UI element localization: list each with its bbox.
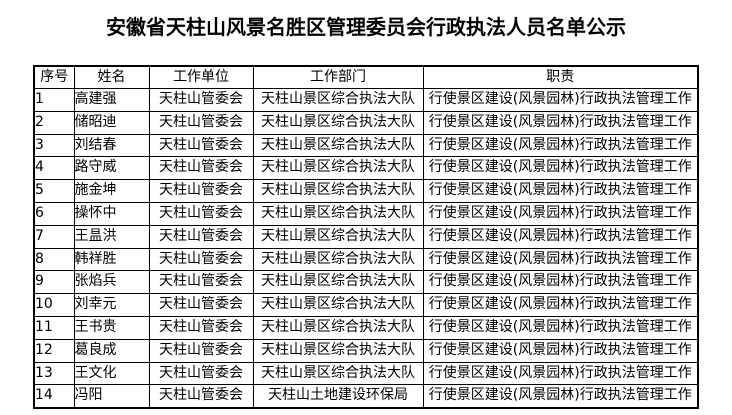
name-cell: 施金坤 — [73, 179, 150, 203]
row-index-cell: 10 — [33, 293, 75, 317]
duty-cell: 行使景区建设(风景园林)行政执法管理工作 — [422, 201, 699, 226]
name-cell: 冯阳 — [73, 384, 150, 409]
work-unit-cell: 天柱山管委会 — [148, 133, 254, 158]
department-cell: 天柱山景区综合执法大队 — [252, 247, 424, 272]
table-row: 1 高建强 天柱山管委会 天柱山景区综合执法大队 行使景区建设(风景园林)行政执法管理工… — [33, 88, 699, 112]
department-cell: 天柱山景区综合执法大队 — [252, 88, 424, 112]
work-unit-cell: 天柱山管委会 — [148, 270, 254, 295]
duty-cell: 行使景区建设(风景园林)行政执法管理工作 — [422, 384, 699, 409]
work-unit-cell: 天柱山管委会 — [148, 247, 254, 272]
row-index-cell: 11 — [33, 315, 75, 340]
row-index-cell: 13 — [33, 361, 75, 386]
name-cell: 王文化 — [73, 361, 150, 386]
document-title: 安徽省天柱山风景名胜区管理委员会行政执法人员名单公示 — [106, 15, 626, 39]
table-row: 10 刘幸元 天柱山管委会 天柱山景区综合执法大队 行使景区建设(风景园林)行政执法管理… — [33, 293, 699, 317]
name-cell: 操怀中 — [73, 201, 150, 226]
name-cell: 路守威 — [73, 156, 150, 181]
duty-cell: 行使景区建设(风景园林)行政执法管理工作 — [422, 338, 699, 363]
row-index-cell: 1 — [33, 88, 75, 112]
department-cell: 天柱山景区综合执法大队 — [252, 110, 424, 135]
name-cell: 储昭迪 — [73, 110, 150, 135]
work-unit-cell: 天柱山管委会 — [148, 110, 254, 135]
row-index-cell: 7 — [33, 224, 75, 249]
work-unit-cell: 天柱山管委会 — [148, 179, 254, 203]
duty-cell: 行使景区建设(风景园林)行政执法管理工作 — [422, 110, 699, 135]
table-row: 13 王文化 天柱山管委会 天柱山景区综合执法大队 行使景区建设(风景园林)行政执法管理… — [33, 361, 699, 386]
row-index-cell: 8 — [33, 247, 75, 272]
department-cell: 天柱山景区综合执法大队 — [252, 270, 424, 295]
table-row: 6 操怀中 天柱山管委会 天柱山景区综合执法大队 行使景区建设(风景园林)行政执法管理工… — [33, 201, 699, 226]
table-row: 12 葛良成 天柱山管委会 天柱山景区综合执法大队 行使景区建设(风景园林)行政执法管理… — [33, 338, 699, 363]
department-cell: 天柱山景区综合执法大队 — [252, 156, 424, 181]
name-cell: 张焰兵 — [73, 270, 150, 295]
table-row: 11 王书贵 天柱山管委会 天柱山景区综合执法大队 行使景区建设(风景园林)行政执法管理… — [33, 315, 699, 340]
work-unit-cell: 天柱山管委会 — [148, 361, 254, 386]
work-unit-cell: 天柱山管委会 — [148, 88, 254, 112]
work-unit-cell: 天柱山管委会 — [148, 338, 254, 363]
column-header-duty: 职责 — [422, 65, 699, 89]
row-index-cell: 4 — [33, 156, 75, 181]
duty-cell: 行使景区建设(风景园林)行政执法管理工作 — [422, 156, 699, 181]
row-index-cell: 6 — [33, 201, 75, 226]
name-cell: 葛良成 — [73, 338, 150, 363]
work-unit-cell: 天柱山管委会 — [148, 156, 254, 181]
name-cell: 韩祥胜 — [73, 247, 150, 272]
duty-cell: 行使景区建设(风景园林)行政执法管理工作 — [422, 247, 699, 272]
department-cell: 天柱山景区综合执法大队 — [252, 293, 424, 317]
department-cell: 天柱山景区综合执法大队 — [252, 133, 424, 158]
table-row: 14 冯阳 天柱山管委会 天柱山土地建设环保局 行使景区建设(风景园林)行政执法管理工作 — [33, 384, 699, 409]
name-cell: 王书贵 — [73, 315, 150, 340]
duty-cell: 行使景区建设(风景园林)行政执法管理工作 — [422, 179, 699, 203]
duty-cell: 行使景区建设(风景园林)行政执法管理工作 — [422, 88, 699, 112]
work-unit-cell: 天柱山管委会 — [148, 384, 254, 409]
table-row: 5 施金坤 天柱山管委会 天柱山景区综合执法大队 行使景区建设(风景园林)行政执法管理工… — [33, 179, 699, 203]
row-index-cell: 2 — [33, 110, 75, 135]
duty-cell: 行使景区建设(风景园林)行政执法管理工作 — [422, 361, 699, 386]
department-cell: 天柱山景区综合执法大队 — [252, 201, 424, 226]
column-header-department: 工作部门 — [252, 65, 424, 89]
table-header-row: 序号 姓名 工作单位 工作部门 职责 — [33, 65, 699, 89]
work-unit-cell: 天柱山管委会 — [148, 293, 254, 317]
table-row: 3 刘结春 天柱山管委会 天柱山景区综合执法大队 行使景区建设(风景园林)行政执法管理工… — [33, 133, 699, 158]
row-index-cell: 3 — [33, 133, 75, 158]
department-cell: 天柱山土地建设环保局 — [252, 384, 424, 409]
column-header-work-unit: 工作单位 — [148, 65, 254, 89]
duty-cell: 行使景区建设(风景园林)行政执法管理工作 — [422, 133, 699, 158]
department-cell: 天柱山景区综合执法大队 — [252, 315, 424, 340]
duty-cell: 行使景区建设(风景园林)行政执法管理工作 — [422, 270, 699, 295]
row-index-cell: 12 — [33, 338, 75, 363]
department-cell: 天柱山景区综合执法大队 — [252, 179, 424, 203]
table-row: 9 张焰兵 天柱山管委会 天柱山景区综合执法大队 行使景区建设(风景园林)行政执法管理工… — [33, 270, 699, 295]
row-index-cell: 9 — [33, 270, 75, 295]
name-cell: 刘结春 — [73, 133, 150, 158]
work-unit-cell: 天柱山管委会 — [148, 224, 254, 249]
name-cell: 王昷洪 — [73, 224, 150, 249]
work-unit-cell: 天柱山管委会 — [148, 201, 254, 226]
department-cell: 天柱山景区综合执法大队 — [252, 361, 424, 386]
department-cell: 天柱山景区综合执法大队 — [252, 338, 424, 363]
duty-cell: 行使景区建设(风景园林)行政执法管理工作 — [422, 315, 699, 340]
row-index-cell: 5 — [33, 179, 75, 203]
row-index-cell: 14 — [33, 384, 75, 409]
name-cell: 刘幸元 — [73, 293, 150, 317]
duty-cell: 行使景区建设(风景园林)行政执法管理工作 — [422, 293, 699, 317]
table-row: 2 储昭迪 天柱山管委会 天柱山景区综合执法大队 行使景区建设(风景园林)行政执法管理工… — [33, 110, 699, 135]
table-row: 4 路守威 天柱山管委会 天柱山景区综合执法大队 行使景区建设(风景园林)行政执法管理工… — [33, 156, 699, 181]
table-body: 1 高建强 天柱山管委会 天柱山景区综合执法大队 行使景区建设(风景园林)行政执法管理工… — [33, 88, 699, 409]
department-cell: 天柱山景区综合执法大队 — [252, 224, 424, 249]
table-row: 7 王昷洪 天柱山管委会 天柱山景区综合执法大队 行使景区建设(风景园林)行政执法管理工… — [33, 224, 699, 249]
table-row: 8 韩祥胜 天柱山管委会 天柱山景区综合执法大队 行使景区建设(风景园林)行政执法管理工… — [33, 247, 699, 272]
duty-cell: 行使景区建设(风景园林)行政执法管理工作 — [422, 224, 699, 249]
column-header-name: 姓名 — [73, 65, 150, 89]
name-cell: 高建强 — [73, 88, 150, 112]
work-unit-cell: 天柱山管委会 — [148, 315, 254, 340]
personnel-table: 序号 姓名 工作单位 工作部门 职责 1 高建强 天柱山管委会 天柱山景区综合执法大队 行使景区… — [33, 65, 699, 410]
column-header-index: 序号 — [33, 65, 75, 89]
